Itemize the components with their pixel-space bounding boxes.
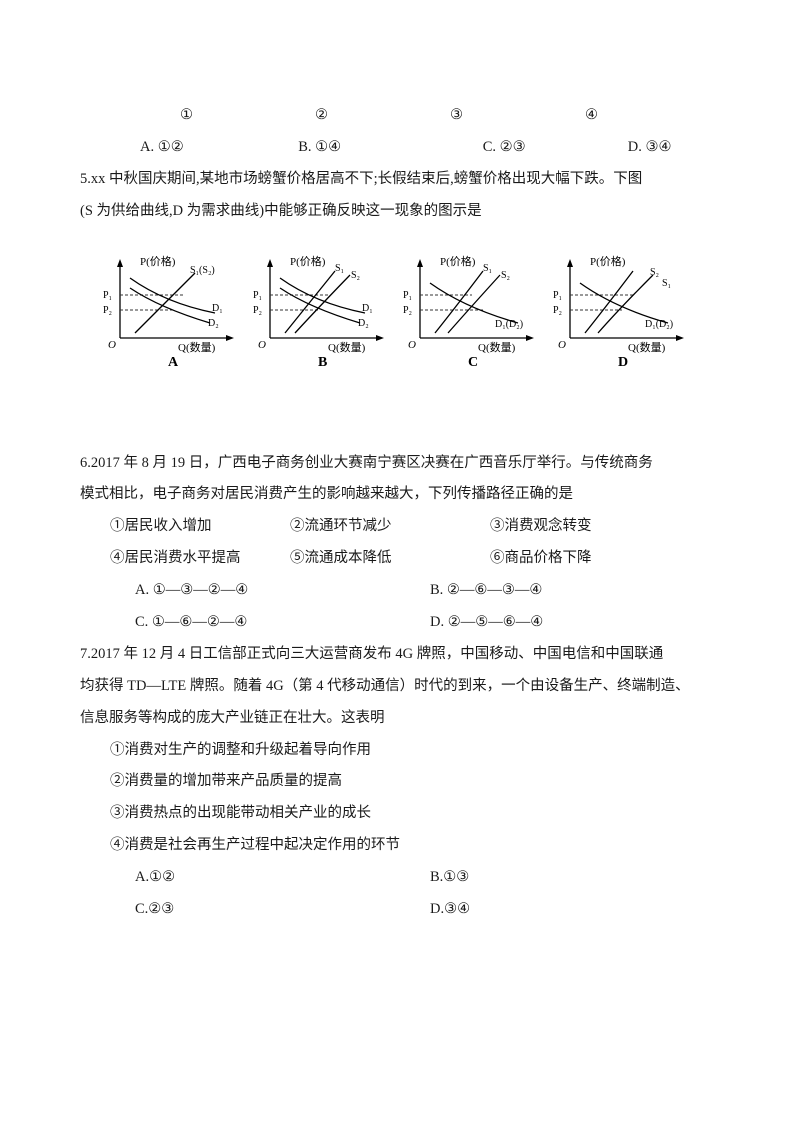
svg-text:S₂: S₂: [351, 270, 360, 281]
q7-statement-1: ①消费对生产的调整和升级起着导向作用: [80, 735, 720, 767]
q6-option-c: C. ①—⑥—②—④: [135, 607, 430, 639]
svg-text:D₁(D₂): D₁(D₂): [495, 319, 523, 330]
svg-text:S₂: S₂: [650, 267, 659, 278]
svg-text:S₂: S₂: [501, 270, 510, 281]
svg-text:D₁: D₁: [362, 303, 373, 314]
svg-text:P₂: P₂: [403, 305, 412, 316]
q6-options-ab: A. ①—③—②—④ B. ②—⑥—③—④: [80, 575, 720, 607]
circled-3: ③: [450, 100, 585, 132]
svg-text:P(价格): P(价格): [290, 254, 326, 268]
svg-text:P(价格): P(价格): [440, 254, 476, 268]
q6-option-b: B. ②—⑥—③—④: [430, 575, 680, 607]
svg-text:O: O: [258, 339, 266, 351]
svg-text:Q(数量): Q(数量): [178, 341, 216, 354]
svg-text:A: A: [168, 355, 179, 368]
q4-circled-row: ① ② ③ ④: [80, 100, 720, 132]
supply-demand-charts: P(价格) P₁ P₂ O Q(数量) S₁(S₂) D₁ D₂ A: [90, 248, 710, 368]
circled-2: ②: [315, 100, 450, 132]
svg-text:D₁: D₁: [212, 303, 223, 314]
svg-text:S₁: S₁: [662, 278, 671, 289]
q6-chain-c1: ①居民收入增加: [110, 511, 290, 543]
svg-text:P₁: P₁: [103, 290, 112, 301]
q5-chart: P(价格) P₁ P₂ O Q(数量) S₁(S₂) D₁ D₂ A: [80, 248, 720, 368]
q5-text-1: 5.xx 中秋国庆期间,某地市场螃蟹价格居高不下;长假结束后,螃蟹价格出现大幅下…: [80, 164, 720, 196]
q4-option-d: D. ③④: [628, 132, 720, 164]
svg-text:D₂: D₂: [208, 318, 219, 329]
q7-text-3: 信息服务等构成的庞大产业链正在壮大。这表明: [80, 703, 720, 735]
q6-chain-2: ④居民消费水平提高 ⑤流通成本降低 ⑥商品价格下降: [80, 543, 720, 575]
q7-options-cd: C.②③ D.③④: [80, 894, 720, 926]
svg-text:D₂: D₂: [358, 318, 369, 329]
svg-text:P(价格): P(价格): [140, 254, 176, 268]
q6-chain2-c2: ⑤流通成本降低: [290, 543, 490, 575]
q6-chain2-c3: ⑥商品价格下降: [490, 543, 670, 575]
q5-text-2: (S 为供给曲线,D 为需求曲线)中能够正确反映这一现象的图示是: [80, 196, 720, 228]
svg-text:O: O: [408, 339, 416, 351]
svg-text:P₂: P₂: [103, 305, 112, 316]
svg-text:O: O: [558, 339, 566, 351]
svg-text:Q(数量): Q(数量): [628, 341, 666, 354]
circled-4: ④: [585, 100, 720, 132]
q4-option-c: C. ②③: [483, 132, 628, 164]
svg-text:Q(数量): Q(数量): [478, 341, 516, 354]
svg-text:S₁: S₁: [335, 263, 344, 274]
svg-text:C: C: [468, 355, 478, 368]
q6-text-1: 6.2017 年 8 月 19 日，广西电子商务创业大赛南宁赛区决赛在广西音乐厅…: [80, 448, 720, 480]
svg-text:B: B: [318, 355, 327, 368]
q4-options: A. ①② B. ①④ C. ②③ D. ③④: [80, 132, 720, 164]
q7-statement-3: ③消费热点的出现能带动相关产业的成长: [80, 798, 720, 830]
q7-option-c: C.②③: [135, 894, 430, 926]
svg-text:S₁(S₂): S₁(S₂): [190, 265, 215, 276]
q6-chain-c3: ③消费观念转变: [490, 511, 670, 543]
svg-text:D: D: [618, 355, 628, 368]
q7-option-a: A.①②: [135, 862, 430, 894]
q7-option-d: D.③④: [430, 894, 680, 926]
q6-chain-c2: ②流通环节减少: [290, 511, 490, 543]
svg-text:Q(数量): Q(数量): [328, 341, 366, 354]
q6-options-cd: C. ①—⑥—②—④ D. ②—⑤—⑥—④: [80, 607, 720, 639]
q6-chain-1: ①居民收入增加 ②流通环节减少 ③消费观念转变: [80, 511, 720, 543]
q4-option-b: B. ①④: [298, 132, 483, 164]
q7-text-2: 均获得 TD—LTE 牌照。随着 4G（第 4 代移动通信）时代的到来，一个由设…: [80, 671, 720, 703]
circled-1: ①: [180, 100, 315, 132]
q7-options-ab: A.①② B.①③: [80, 862, 720, 894]
svg-text:P₁: P₁: [553, 290, 562, 301]
q6-text-2: 模式相比，电子商务对居民消费产生的影响越来越大，下列传播路径正确的是: [80, 479, 720, 511]
exam-page: ① ② ③ ④ A. ①② B. ①④ C. ②③ D. ③④ 5.xx 中秋国…: [0, 0, 800, 986]
svg-text:D₁(D₂): D₁(D₂): [645, 319, 673, 330]
svg-text:P₂: P₂: [253, 305, 262, 316]
q6-chain2-c1: ④居民消费水平提高: [110, 543, 290, 575]
q7-statement-4: ④消费是社会再生产过程中起决定作用的环节: [80, 830, 720, 862]
q7-text-1: 7.2017 年 12 月 4 日工信部正式向三大运营商发布 4G 牌照，中国移…: [80, 639, 720, 671]
svg-text:O: O: [108, 339, 116, 351]
q6-option-d: D. ②—⑤—⑥—④: [430, 607, 680, 639]
q7-statement-2: ②消费量的增加带来产品质量的提高: [80, 766, 720, 798]
svg-text:P(价格): P(价格): [590, 254, 626, 268]
svg-text:P₁: P₁: [403, 290, 412, 301]
q4-option-a: A. ①②: [140, 132, 298, 164]
svg-text:P₁: P₁: [253, 290, 262, 301]
q7-option-b: B.①③: [430, 862, 680, 894]
svg-text:S₁: S₁: [483, 263, 492, 274]
svg-text:P₂: P₂: [553, 305, 562, 316]
q6-option-a: A. ①—③—②—④: [135, 575, 430, 607]
